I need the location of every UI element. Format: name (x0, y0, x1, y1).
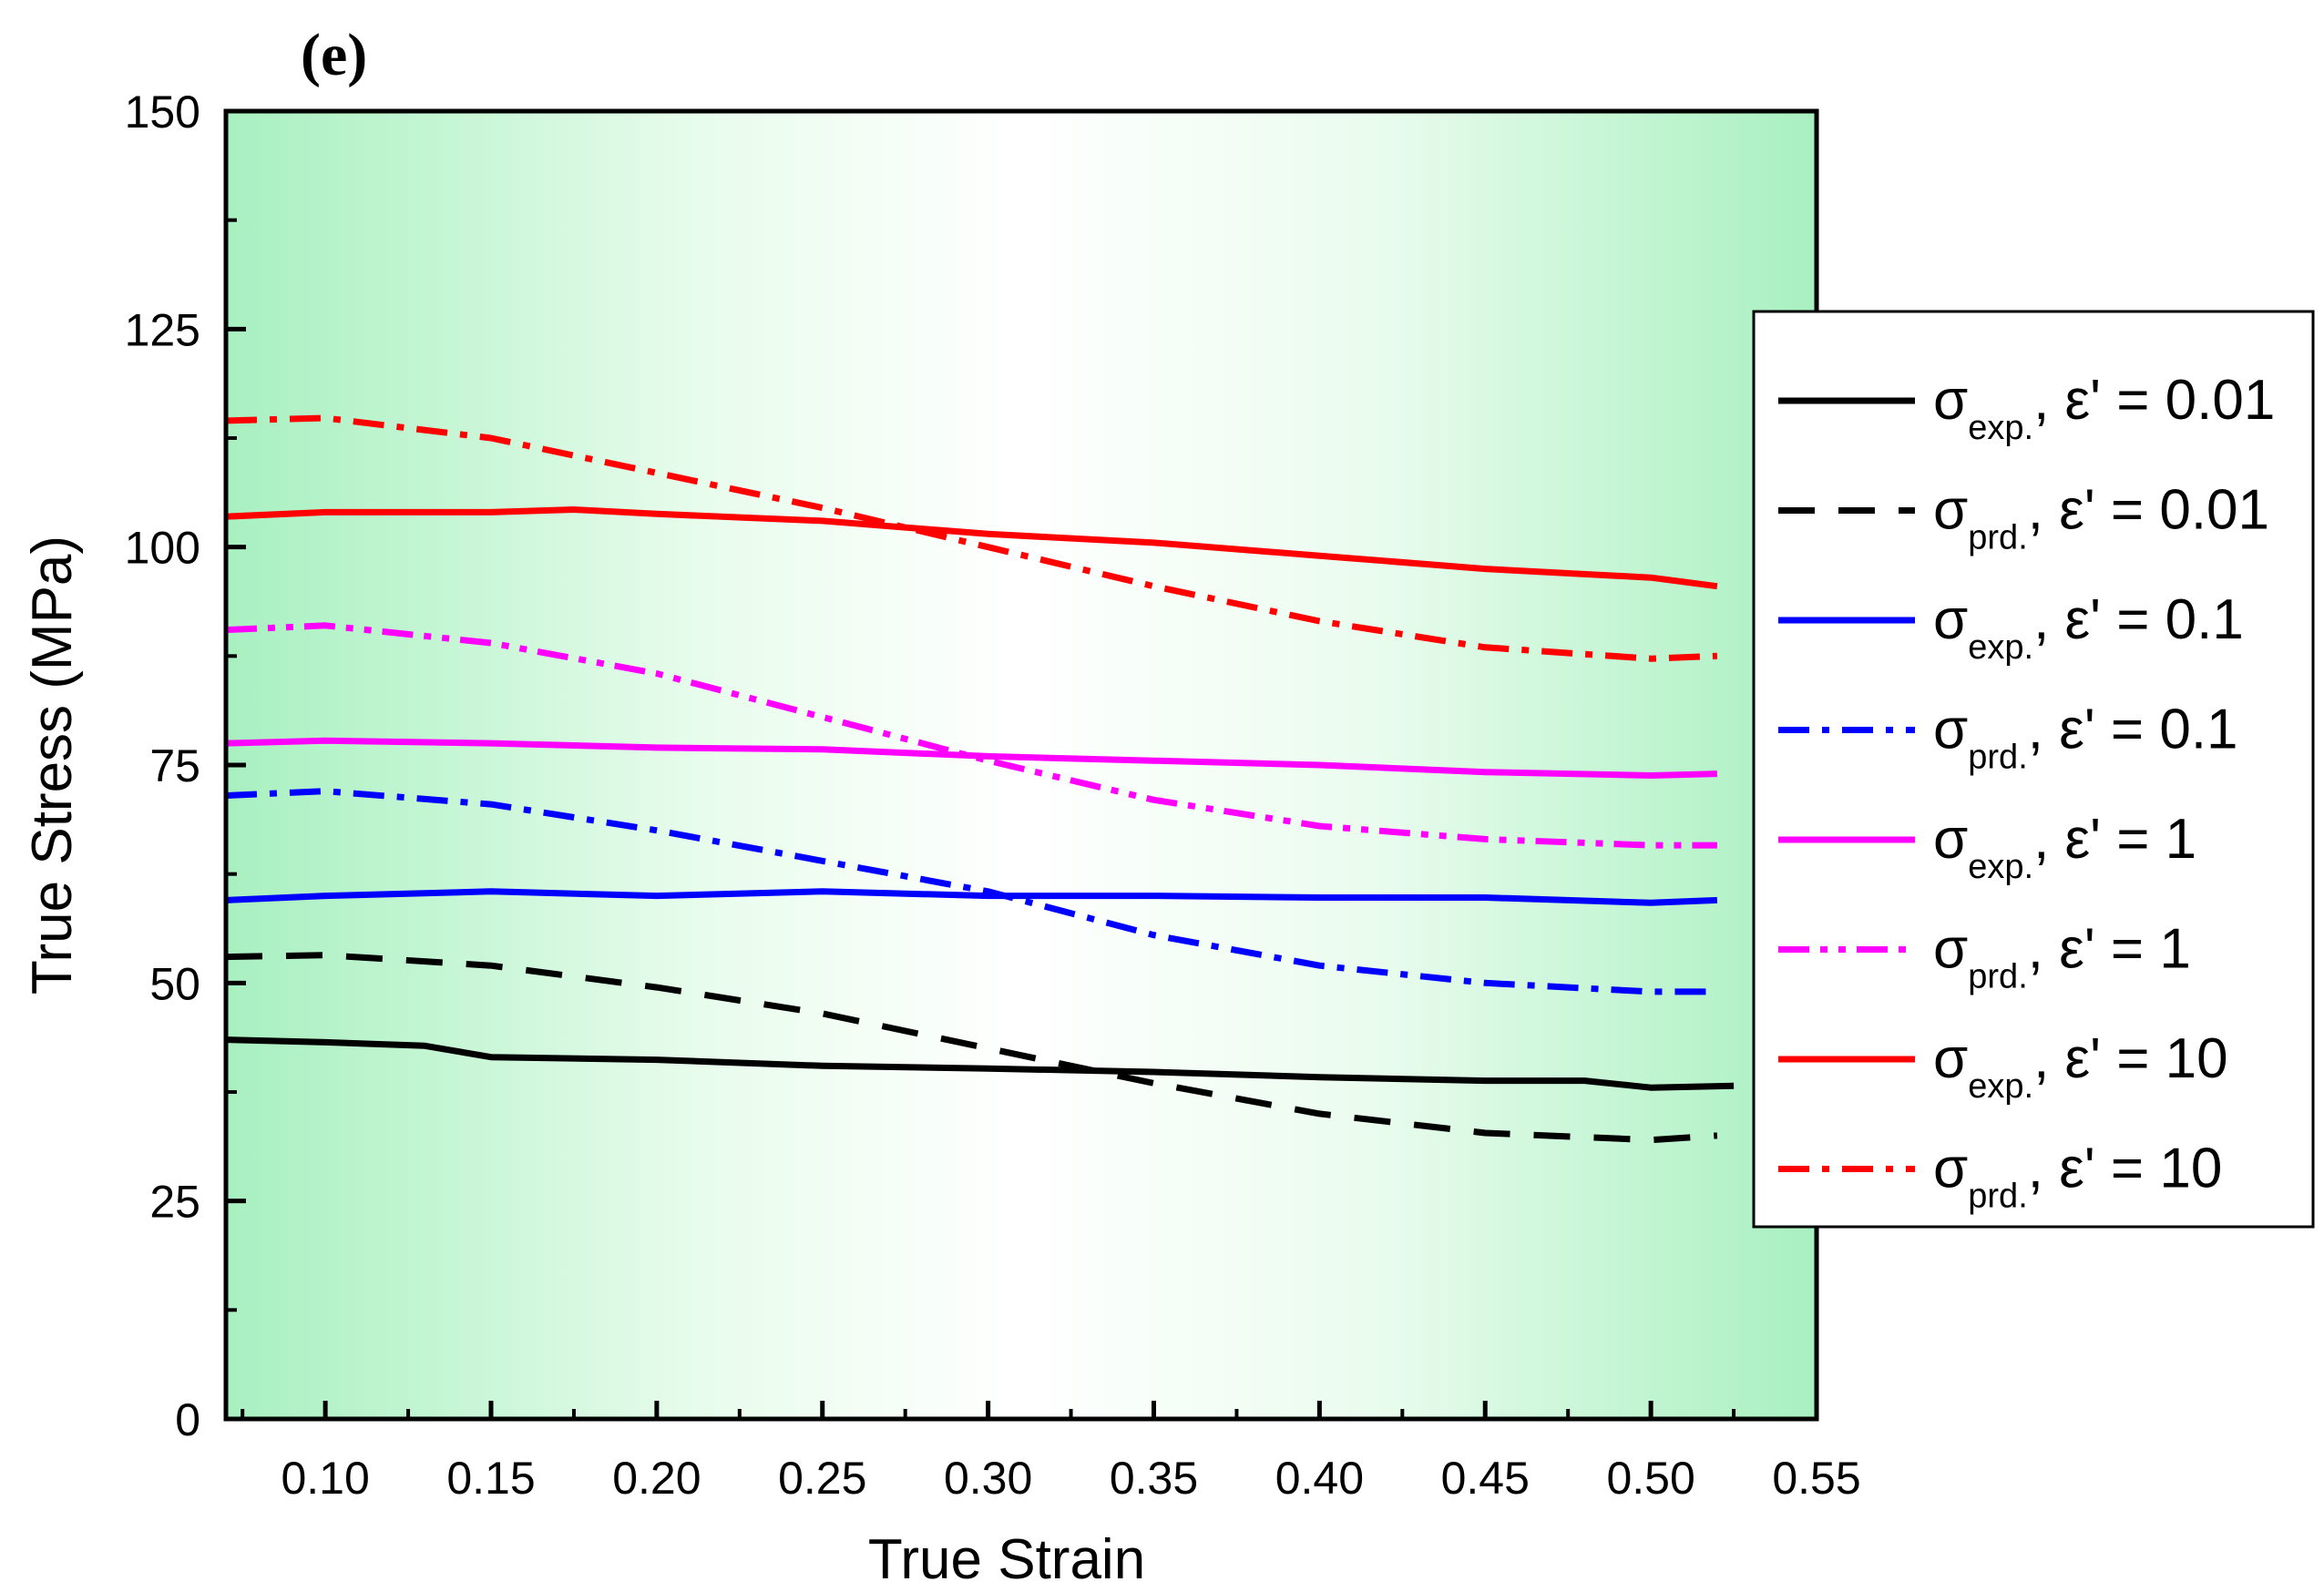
y-tick-label: 100 (125, 523, 200, 574)
legend-entry: σprd., ε' = 10 (1933, 1138, 2222, 1216)
x-axis-label: True Strain (868, 1528, 1145, 1591)
legend-entry: σprd., ε' = 0.01 (1933, 479, 2269, 557)
x-tick-label: 0.15 (446, 1453, 535, 1504)
x-tick-label: 0.30 (944, 1453, 1032, 1504)
legend-entry: σexp., ε' = 10 (1933, 1027, 2228, 1106)
x-tick-label: 0.55 (1772, 1453, 1860, 1504)
x-tick-label: 0.35 (1110, 1453, 1198, 1504)
y-tick-label: 25 (149, 1177, 200, 1228)
legend-entry: σprd., ε' = 0.1 (1933, 699, 2238, 777)
series-line-4 (226, 788, 1717, 995)
legend-frame (1752, 310, 2315, 1229)
legend-entry: σprd., ε' = 1 (1933, 918, 2191, 996)
x-tick-label: 0.45 (1441, 1453, 1530, 1504)
series-line-1 (226, 1036, 1735, 1091)
y-tick-label: 150 (125, 87, 200, 138)
y-tick-label: 75 (149, 740, 200, 791)
plot-background (226, 111, 1817, 1419)
x-tick-label: 0.40 (1275, 1453, 1364, 1504)
series-line-5 (226, 737, 1717, 779)
y-tick-label: 125 (125, 304, 200, 355)
legend-entry: σexp., ε' = 0.1 (1933, 588, 2244, 667)
series-line-6 (226, 622, 1717, 849)
y-axis: 0 25 50 75 100 125 150 (125, 87, 246, 1445)
legend: σexp., ε' = 0.01 σprd., ε' = 0.01 σexp., ε… (1752, 310, 2315, 1229)
y-axis-label: True Stress (MPa) (21, 536, 84, 995)
x-axis: 0.10 0.15 0.20 0.25 0.30 0.35 0.40 0.45 0.50 0.55 (241, 1401, 1861, 1504)
series-line-2 (226, 952, 1718, 1144)
x-tick-label: 0.20 (612, 1453, 701, 1504)
legend-entry: σexp., ε' = 1 (1933, 808, 2196, 886)
panel-label: (e) (301, 22, 367, 88)
series-line-3 (226, 888, 1718, 906)
legend-entry: σexp., ε' = 0.01 (1933, 369, 2275, 447)
x-tick-label: 0.25 (778, 1453, 866, 1504)
x-tick-label: 0.10 (281, 1453, 369, 1504)
y-tick-label: 50 (149, 958, 200, 1009)
series-line-8 (226, 414, 1718, 662)
series-line-7 (226, 506, 1718, 590)
series-layer (226, 414, 1735, 1144)
y-tick-label: 0 (175, 1394, 200, 1445)
x-tick-label: 0.50 (1606, 1453, 1694, 1504)
